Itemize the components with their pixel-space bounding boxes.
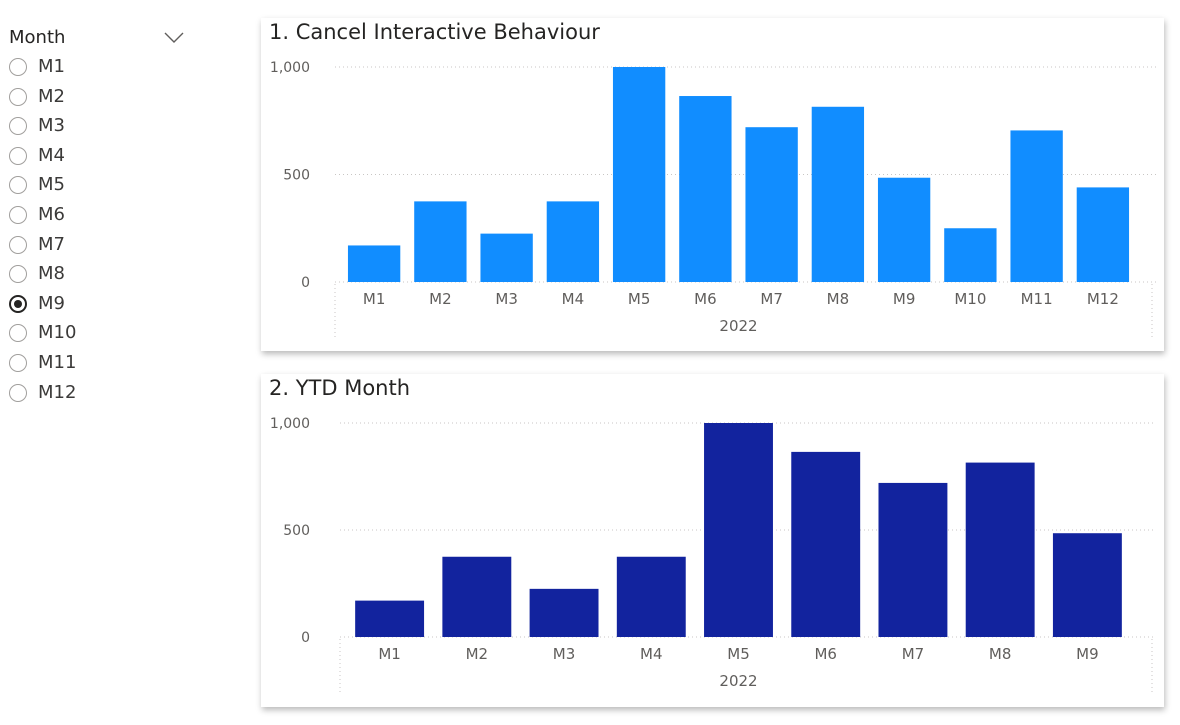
bar-chart: 0 500 1,000 M1 M2 M3 M4 M5 M6 M7 M8 M9 2022 xyxy=(270,416,1156,694)
x-tick-label: M8 xyxy=(827,290,850,308)
slicer-item-label: M1 xyxy=(38,56,65,77)
slicer-list: M1 M2 M3 M4 M5 M6 M7 M8 M9 M10 M11 M12 xyxy=(0,54,200,409)
slicer-item-label: M2 xyxy=(38,85,65,107)
slicer-item-label: M7 xyxy=(38,233,65,255)
x-tick-label: M4 xyxy=(562,290,585,308)
bar-m3[interactable] xyxy=(529,588,599,637)
slicer-header: Month xyxy=(0,22,200,54)
bar-m6[interactable] xyxy=(679,96,732,283)
y-tick-label: 0 xyxy=(301,630,310,646)
bar-m10[interactable] xyxy=(944,228,997,282)
bar-m7[interactable] xyxy=(878,482,948,637)
bar-m4[interactable] xyxy=(546,201,600,282)
x-tick-label: M6 xyxy=(814,645,837,663)
x-tick-label: M10 xyxy=(954,290,986,308)
x-tick-label: M12 xyxy=(1087,290,1119,308)
bar-m1[interactable] xyxy=(355,600,425,637)
slicer-item-label: M10 xyxy=(38,322,77,344)
slicer-item-m7[interactable]: M7 xyxy=(0,232,200,262)
x-group-label: 2022 xyxy=(719,317,757,335)
slicer-item-label: M11 xyxy=(38,351,77,373)
x-tick-label: M8 xyxy=(989,645,1012,663)
x-tick-label: M6 xyxy=(694,290,717,308)
x-tick-label: M11 xyxy=(1021,290,1053,308)
slicer-item-label: M9 xyxy=(38,292,65,314)
slicer-item-label: M12 xyxy=(38,381,77,403)
radio-button[interactable] xyxy=(9,146,27,165)
bar-m5[interactable] xyxy=(704,423,773,637)
bar-m12[interactable] xyxy=(1076,187,1130,282)
slicer-item-label: M5 xyxy=(38,174,65,196)
chart-title: 1. Cancel Interactive Behaviour xyxy=(269,20,600,44)
slicer-item-m3[interactable]: M3 xyxy=(0,113,200,143)
x-tick-label: M4 xyxy=(640,645,663,663)
radio-button[interactable] xyxy=(9,324,27,343)
slicer-item-m4[interactable]: M4 xyxy=(0,143,200,173)
slicer-item-label: M6 xyxy=(38,203,65,225)
y-tick-label: 500 xyxy=(283,523,310,539)
radio-button[interactable] xyxy=(9,294,27,313)
y-tick-label: 500 xyxy=(283,168,310,184)
y-tick-label: 1,000 xyxy=(270,416,310,432)
bar-m2[interactable] xyxy=(442,556,512,637)
slicer-title: Month xyxy=(9,27,66,48)
radio-button[interactable] xyxy=(9,383,27,402)
radio-button[interactable] xyxy=(9,353,27,372)
bar-m5[interactable] xyxy=(612,67,666,282)
x-tick-label: M3 xyxy=(495,290,518,308)
y-tick-label: 1,000 xyxy=(270,60,310,76)
x-group-label: 2022 xyxy=(719,672,757,690)
radio-button[interactable] xyxy=(9,58,27,76)
radio-dot xyxy=(14,299,22,308)
x-tick-label: M3 xyxy=(553,645,576,663)
slicer-item-m12[interactable]: M12 xyxy=(0,380,200,410)
bar-m6[interactable] xyxy=(791,451,861,637)
slicer-item-label: M8 xyxy=(38,263,65,285)
bar-m1[interactable] xyxy=(347,245,401,282)
slicer-item-m9[interactable]: M9 xyxy=(0,291,200,321)
slicer-item-label: M3 xyxy=(38,115,65,137)
x-tick-label: M1 xyxy=(378,645,401,663)
slicer-item-m5[interactable]: M5 xyxy=(0,172,200,202)
chart-card-ytd-month[interactable]: 2. YTD Month 0 500 1,000 M1 M2 M3 M4 M5 M6 M7 M8 M9… xyxy=(261,374,1164,707)
x-tick-label: M9 xyxy=(1076,645,1099,663)
slicer-item-m8[interactable]: M8 xyxy=(0,261,200,291)
x-tick-label: M5 xyxy=(727,645,750,663)
chart-title: 2. YTD Month xyxy=(269,376,411,400)
radio-button[interactable] xyxy=(9,176,27,195)
bar-m2[interactable] xyxy=(414,201,467,282)
month-slicer: Month M1 M2 M3 M4 M5 M6 M7 M8 M9 M10 M11 M12 xyxy=(0,22,200,409)
bar-m4[interactable] xyxy=(616,556,686,637)
x-tick-label: M2 xyxy=(429,290,452,308)
x-tick-label: M7 xyxy=(902,645,925,663)
bar-m3[interactable] xyxy=(480,233,533,282)
chevron-down-icon[interactable] xyxy=(164,32,184,44)
bar-m9[interactable] xyxy=(1052,533,1122,637)
radio-button[interactable] xyxy=(9,117,27,136)
x-tick-label: M1 xyxy=(363,290,386,308)
y-tick-label: 0 xyxy=(301,275,310,291)
x-tick-label: M7 xyxy=(760,290,783,308)
bar-m8[interactable] xyxy=(811,106,865,283)
bar-m7[interactable] xyxy=(745,127,798,282)
chart-card-cancel-interactive-behaviour[interactable]: 1. Cancel Interactive Behaviour 0 500 1,00… xyxy=(261,18,1164,351)
bar-m8[interactable] xyxy=(965,462,1035,637)
radio-button[interactable] xyxy=(9,235,27,254)
slicer-item-m1[interactable]: M1 xyxy=(0,54,200,84)
bar-m9[interactable] xyxy=(877,177,931,282)
radio-button[interactable] xyxy=(9,205,27,224)
slicer-item-label: M4 xyxy=(38,144,65,166)
x-tick-label: M2 xyxy=(466,645,489,663)
slicer-item-m2[interactable]: M2 xyxy=(0,84,200,114)
slicer-item-m6[interactable]: M6 xyxy=(0,202,200,232)
x-tick-label: M9 xyxy=(893,290,916,308)
bar-chart: 0 500 1,000 M1 M2 M3 M4 M5 M6 M7 M8 M9 M10 M11 M12 2022 xyxy=(270,60,1156,340)
radio-button[interactable] xyxy=(9,87,27,106)
radio-button[interactable] xyxy=(9,265,27,284)
slicer-item-m11[interactable]: M11 xyxy=(0,350,200,380)
slicer-item-m10[interactable]: M10 xyxy=(0,320,200,350)
bar-m11[interactable] xyxy=(1010,130,1063,282)
x-tick-label: M5 xyxy=(628,290,651,308)
